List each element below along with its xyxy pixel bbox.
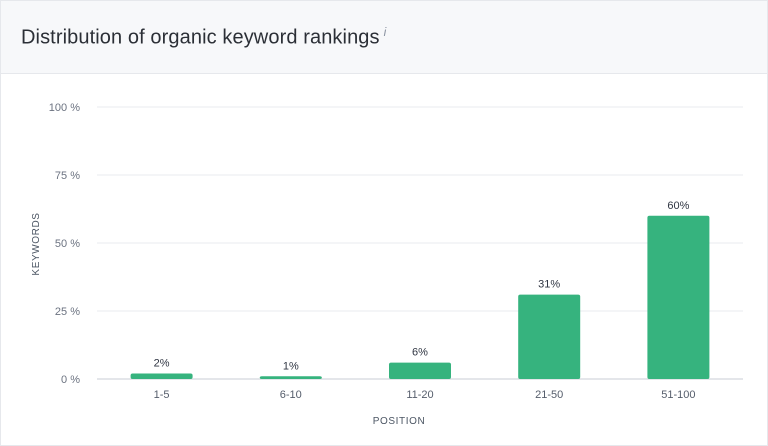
y-tick-label: 75 % (55, 170, 80, 182)
data-labels: 2% 1% 6% 31% 60% (154, 200, 690, 372)
y-tick-label: 25 % (55, 306, 80, 318)
data-label: 2% (154, 358, 170, 370)
bars (130, 215, 710, 379)
data-label: 6% (412, 347, 428, 359)
x-tick-label: 11-20 (406, 389, 433, 401)
chart-title-text: Distribution of organic keyword rankings (21, 26, 380, 49)
x-tick-label: 51-100 (661, 389, 695, 401)
data-label: 31% (538, 279, 560, 291)
y-tick-label: 100 % (49, 102, 80, 114)
data-label: 1% (283, 360, 299, 372)
x-tick-labels: 1-5 6-10 11-20 21-50 51-100 (154, 389, 696, 401)
card-header: Distribution of organic keyword rankings… (1, 1, 767, 74)
y-tick-label: 0 % (61, 374, 80, 386)
info-icon[interactable]: i (383, 25, 387, 39)
bar-1-5[interactable] (130, 373, 193, 379)
gridlines (97, 106, 743, 380)
y-tick-label: 50 % (55, 238, 80, 250)
bar-11-20[interactable] (389, 362, 451, 379)
x-axis-label: POSITION (373, 416, 426, 427)
y-axis-label: KEYWORDS (31, 212, 42, 275)
data-label: 60% (667, 200, 689, 212)
chart-title: Distribution of organic keyword rankings… (21, 25, 386, 50)
x-tick-label: 6-10 (280, 389, 302, 401)
y-tick-labels: 0 % 25 % 50 % 75 % 100 % (49, 102, 80, 386)
bar-21-50[interactable] (518, 294, 581, 379)
bar-51-100[interactable] (647, 215, 710, 379)
bar-6-10[interactable] (259, 376, 322, 379)
x-tick-label: 21-50 (535, 389, 563, 401)
x-tick-label: 1-5 (154, 389, 170, 401)
